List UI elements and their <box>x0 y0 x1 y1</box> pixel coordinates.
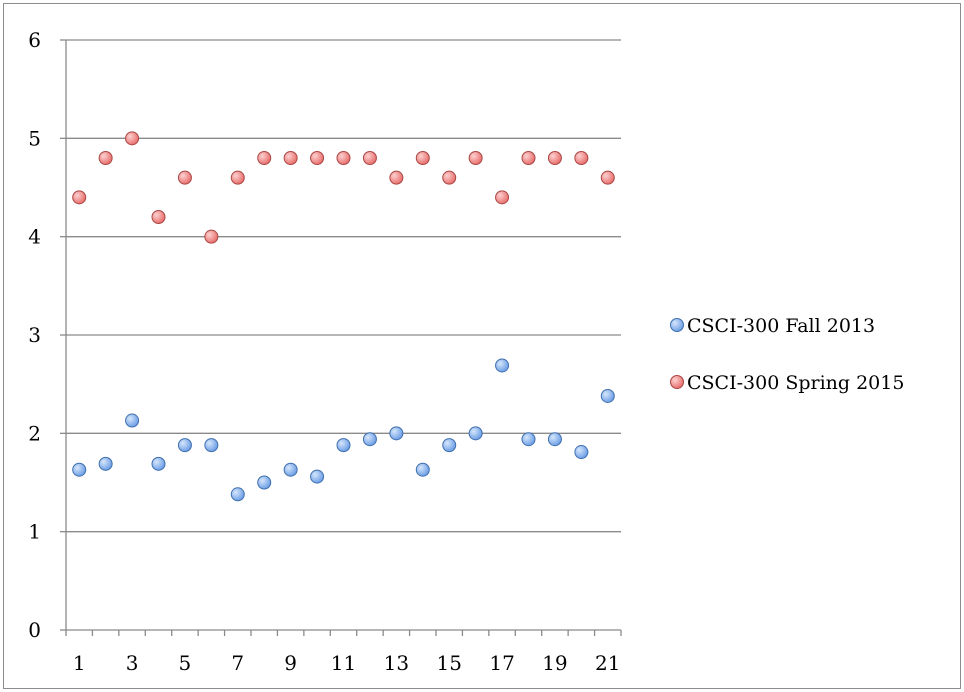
x-tick-label: 9 <box>284 651 297 675</box>
x-tick-label: 19 <box>542 651 567 675</box>
point-spring-2015 <box>257 151 272 165</box>
point-fall-2013 <box>574 445 589 460</box>
y-tick-label: 0 <box>28 618 41 642</box>
y-tick-label: 6 <box>28 28 41 52</box>
point-fall-2013 <box>547 432 562 447</box>
y-tick-label: 3 <box>28 323 41 347</box>
point-fall-2013 <box>310 469 325 484</box>
point-fall-2013 <box>362 432 377 447</box>
x-tick-label: 7 <box>231 651 244 675</box>
point-fall-2013 <box>257 475 272 490</box>
y-tick-label: 2 <box>28 421 41 445</box>
point-spring-2015 <box>125 131 140 146</box>
legend-marker <box>670 318 684 332</box>
point-spring-2015 <box>177 170 192 185</box>
point-fall-2013 <box>600 388 615 403</box>
point-fall-2013 <box>495 358 510 373</box>
point-spring-2015 <box>151 210 166 224</box>
point-fall-2013 <box>98 456 113 471</box>
point-spring-2015 <box>72 190 87 205</box>
point-fall-2013 <box>177 438 192 453</box>
y-tick-label: 5 <box>28 126 41 150</box>
point-fall-2013 <box>72 462 87 477</box>
point-fall-2013 <box>151 456 166 471</box>
legend: CSCI-300 Fall 2013 CSCI-300 Spring 2015 <box>670 315 904 394</box>
point-spring-2015 <box>574 151 589 165</box>
grid-lines <box>66 39 621 533</box>
point-spring-2015 <box>230 170 245 185</box>
point-spring-2015 <box>283 151 298 165</box>
point-spring-2015 <box>495 190 510 205</box>
point-spring-2015 <box>389 170 404 185</box>
data-points <box>72 131 615 502</box>
legend-marker <box>670 375 684 389</box>
point-fall-2013 <box>468 426 483 441</box>
x-tick-label: 5 <box>179 651 192 675</box>
x-tick-label: 13 <box>384 651 409 675</box>
point-spring-2015 <box>521 151 536 165</box>
point-spring-2015 <box>442 170 457 185</box>
x-tick-label: 11 <box>331 651 356 675</box>
point-spring-2015 <box>468 151 483 165</box>
x-tick-label: 17 <box>489 651 514 675</box>
point-spring-2015 <box>362 151 377 165</box>
point-fall-2013 <box>521 432 536 447</box>
point-fall-2013 <box>336 438 351 453</box>
point-spring-2015 <box>415 151 430 165</box>
point-spring-2015 <box>336 151 351 165</box>
axes <box>60 39 622 636</box>
legend-label: CSCI-300 Fall 2013 <box>687 315 875 337</box>
y-tick-label: 1 <box>28 520 41 544</box>
point-fall-2013 <box>442 438 457 453</box>
point-spring-2015 <box>98 151 113 165</box>
x-tick-label: 1 <box>73 651 86 675</box>
x-tick-label: 15 <box>436 651 461 675</box>
point-spring-2015 <box>600 170 615 185</box>
point-fall-2013 <box>389 426 404 441</box>
point-fall-2013 <box>230 487 245 502</box>
point-spring-2015 <box>204 229 219 244</box>
x-tick-label: 3 <box>126 651 139 675</box>
x-tick-label: 21 <box>595 651 620 675</box>
y-tick-label: 4 <box>28 225 41 249</box>
point-fall-2013 <box>415 462 430 477</box>
legend-label: CSCI-300 Spring 2015 <box>687 372 904 394</box>
point-fall-2013 <box>204 438 219 453</box>
point-spring-2015 <box>547 151 562 165</box>
point-fall-2013 <box>283 462 298 477</box>
point-spring-2015 <box>310 151 325 165</box>
point-fall-2013 <box>125 413 140 428</box>
chart-frame <box>3 3 961 689</box>
